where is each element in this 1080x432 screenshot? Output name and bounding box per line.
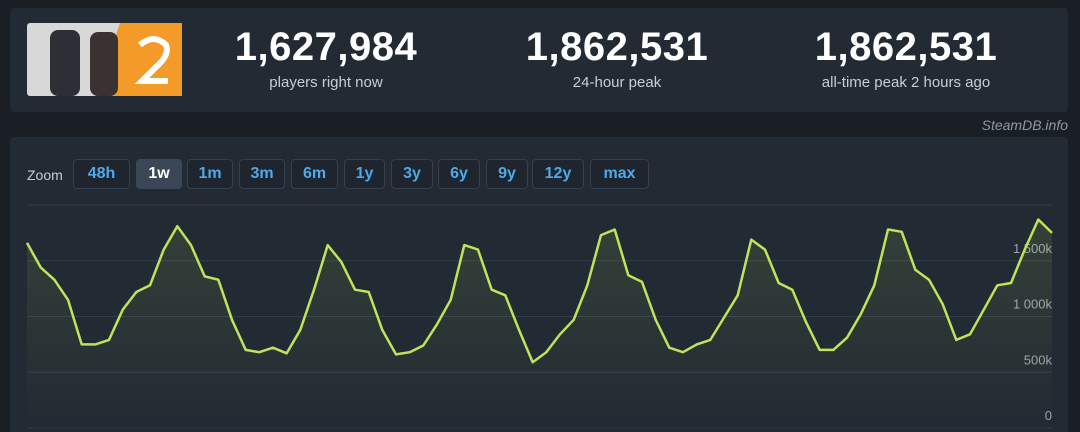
zoom-button[interactable]: 1m: [187, 159, 233, 189]
zoom-button[interactable]: 1w: [136, 159, 182, 189]
stat-label: 24-hour peak: [572, 74, 662, 91]
zoom-button[interactable]: 6m: [291, 159, 338, 189]
stat-label: all-time peak 2 hours ago: [821, 74, 991, 91]
stat: 1,627,984 players right now: [186, 25, 466, 91]
zoom-button[interactable]: 12y: [532, 159, 584, 189]
zoom-button[interactable]: 3m: [239, 159, 285, 189]
stat-value: 1,627,984: [234, 25, 418, 69]
zoom-button[interactable]: 1y: [344, 159, 385, 189]
area: [27, 219, 1052, 428]
zoom-button[interactable]: 48h: [73, 159, 130, 189]
line: [25, 218, 1053, 364]
game-thumbnail: [27, 23, 182, 96]
stat-value: 1,862,531: [814, 25, 998, 69]
zoom-button[interactable]: 9y: [486, 159, 528, 189]
zoom-button[interactable]: max: [590, 159, 649, 189]
stat-label: players right now: [269, 74, 383, 91]
stat: 1,862,531 24-hour peak: [477, 25, 757, 91]
zoom-label: Zoom: [27, 167, 63, 183]
stat-value: 1,862,531: [525, 25, 709, 69]
stat: 1,862,531 all-time peak 2 hours ago: [766, 25, 1046, 91]
watermark: SteamDB.info: [981, 117, 1068, 133]
zoom-button[interactable]: 3y: [391, 159, 433, 189]
zoom-button[interactable]: 6y: [438, 159, 480, 189]
stats-panel: [10, 8, 1068, 112]
